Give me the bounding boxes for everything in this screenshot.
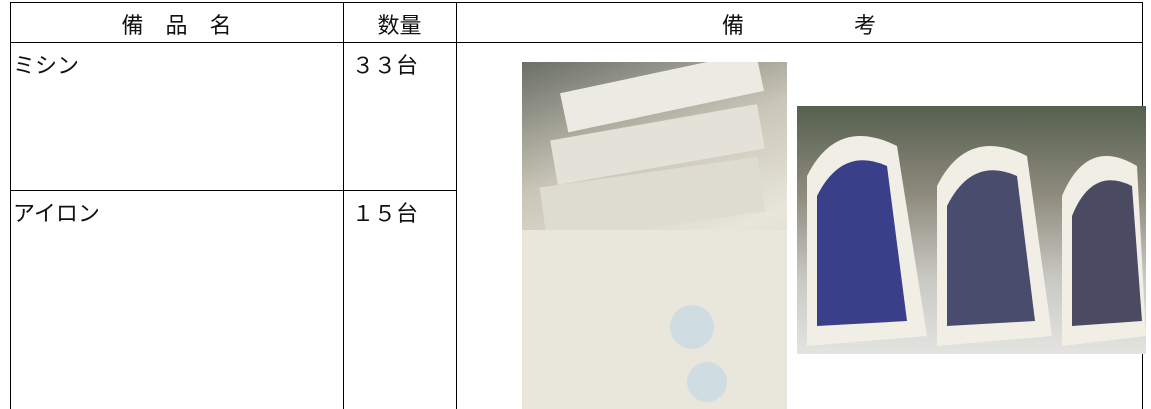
item-quantity: １５台 — [352, 202, 419, 227]
sewing-machine-photo — [522, 62, 787, 409]
item-quantity: ３３台 — [352, 54, 419, 79]
row-separator — [10, 190, 457, 191]
column-separator — [456, 2, 457, 409]
column-separator — [343, 2, 344, 409]
machine-shape — [522, 230, 787, 409]
machine-dial — [670, 305, 714, 349]
iron-photo — [797, 106, 1146, 354]
photo-illustration — [807, 136, 1146, 346]
machine-dial — [687, 362, 727, 402]
iron-shape — [947, 170, 1035, 326]
header-cell: 備 品 名 — [121, 14, 232, 39]
header-cell: 備 考 — [721, 14, 876, 39]
top-border — [10, 2, 1143, 3]
machine-shape — [550, 104, 765, 185]
item-name: アイロン — [13, 202, 100, 227]
item-name: ミシン — [13, 54, 80, 79]
photo-illustration — [522, 62, 787, 409]
iron-shape — [1072, 180, 1142, 326]
header-cell: 数量 — [377, 14, 422, 39]
machine-shape — [560, 62, 764, 133]
iron-shape — [817, 160, 907, 326]
header-bottom-border — [10, 42, 1143, 43]
machine-shape — [539, 156, 766, 243]
left-border — [10, 2, 11, 409]
